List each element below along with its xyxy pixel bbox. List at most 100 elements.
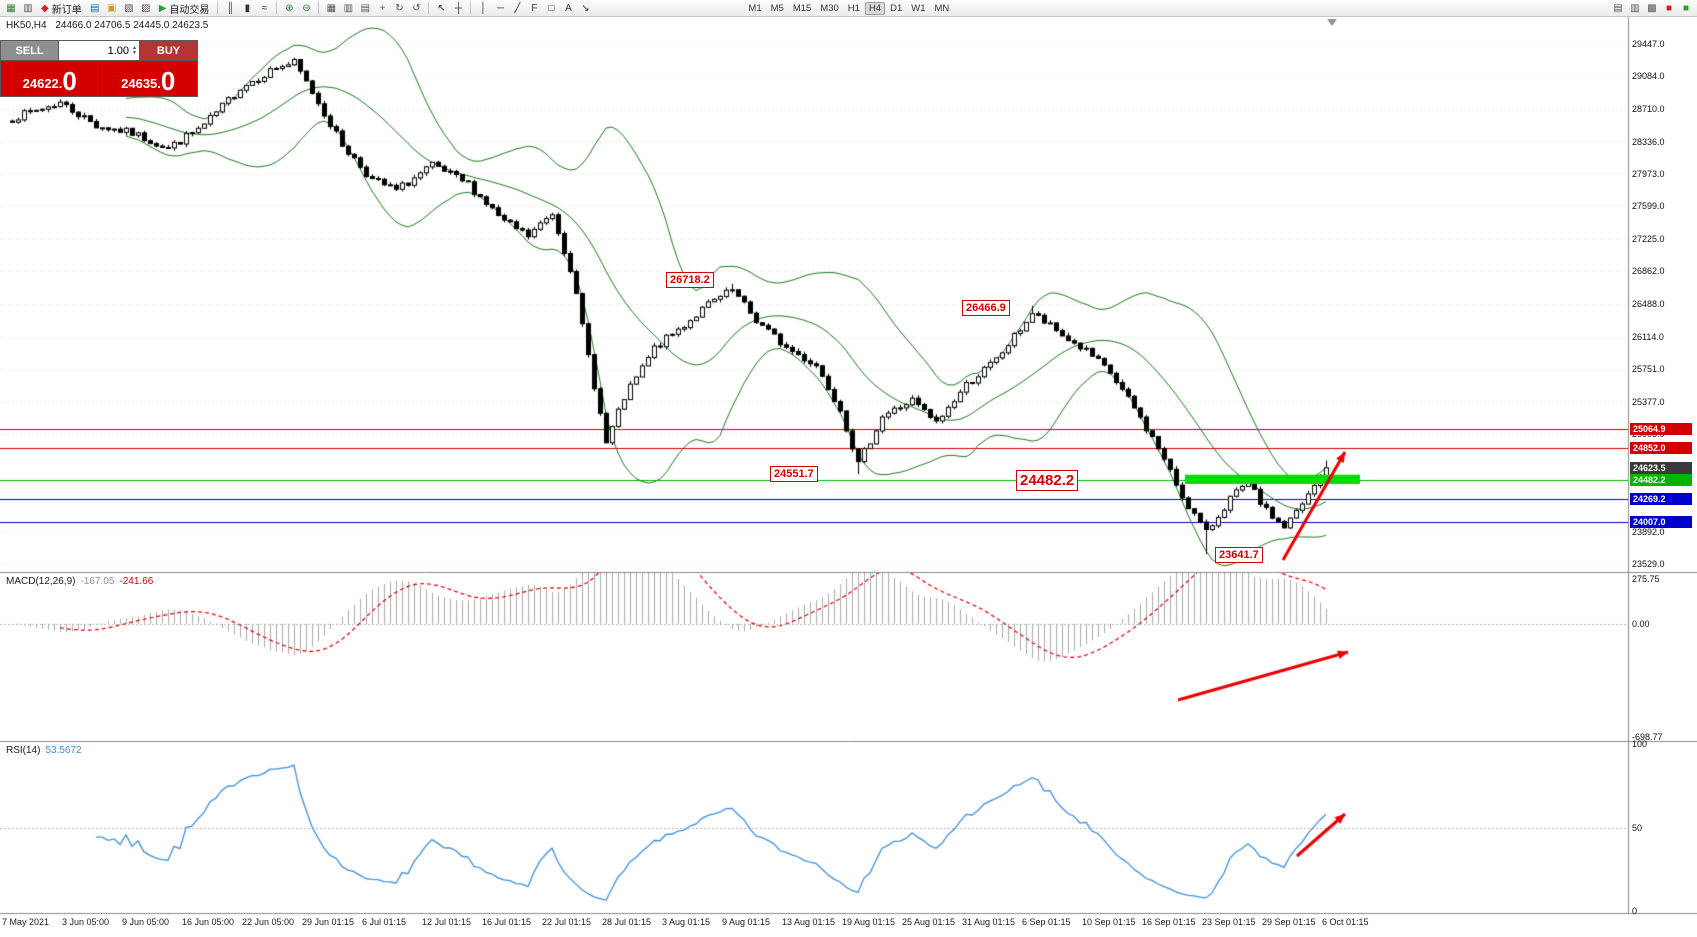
price-axis-label: 29447.0 [1632, 39, 1665, 49]
price-annotation[interactable]: 26466.9 [962, 300, 1010, 316]
volume-spinner[interactable]: ▲ ▼ [132, 44, 137, 56]
timeframe-mn[interactable]: MN [934, 2, 950, 14]
vertical-line-icon[interactable]: │ [480, 2, 487, 14]
chart-window-icon[interactable]: ▤ [1613, 2, 1623, 14]
toolbar: ▦ ▥ ◆ 新订单 ▤ ▣ ▧ ▨ ▶ 自动交易 ║ ▮ ≈ ⊕ ⊖ ▦ ▥ ▤ + ↻ ↺ ↖ ┼ │ ─ ╱ F □ A ↘ M1 M5 M… [0, 0, 1697, 17]
symbol-period-label: HK50,H4 [6, 20, 47, 31]
macd-scale-label: -698.77 [1632, 732, 1663, 742]
bar-chart-icon[interactable]: ║ [226, 2, 234, 14]
price-axis-label: 28336.0 [1632, 136, 1665, 147]
toolbar-separator [470, 2, 472, 14]
price-annotation[interactable]: 26718.2 [666, 272, 714, 288]
time-axis-label: 13 Aug 01:15 [782, 917, 836, 927]
spin-up-icon[interactable]: ▲ [132, 44, 137, 51]
price-axis-label: 25751.0 [1632, 363, 1665, 374]
price-tag: 24482.2 [1630, 474, 1692, 487]
add-indicator-icon[interactable]: + [379, 2, 386, 14]
horizontal-line-icon[interactable]: ─ [496, 2, 504, 14]
history-icon[interactable]: ↺ [412, 2, 421, 14]
new-order-button-icon: ◆ [41, 2, 49, 14]
time-axis-label: 22 Jun 05:00 [242, 917, 295, 927]
line-chart-icon[interactable]: ≈ [261, 2, 268, 14]
text-icon[interactable]: A [565, 2, 572, 14]
price-axis-label: 25377.0 [1632, 396, 1665, 407]
fibonacci-icon[interactable]: F [531, 2, 538, 14]
arrange-windows-icon[interactable]: ▤ [360, 2, 371, 14]
toolbar-separator [318, 2, 320, 14]
time-axis-label: 6 Jul 01:15 [362, 917, 407, 927]
sell-price-small: 24622. [22, 76, 63, 91]
price-axis-label: 27225.0 [1632, 234, 1665, 245]
spin-down-icon[interactable]: ▼ [132, 49, 137, 56]
price-tag: 24007.0 [1630, 515, 1692, 528]
price-annotation[interactable]: 24482.2 [1016, 470, 1079, 491]
time-axis-label: 29 Jun 01:15 [302, 917, 355, 927]
buy-price-small: 24635. [121, 76, 161, 91]
buy-price-big: 0 [160, 66, 176, 96]
chart-title: HK50,H4 24466.0 24706.5 24445.0 24623.5 [6, 20, 208, 31]
macd-signal-value: -241.66 [119, 576, 154, 587]
time-axis-label: 31 Aug 01:15 [962, 917, 1016, 927]
price-axis-label: 29084.0 [1632, 70, 1665, 81]
sell-button[interactable]: SELL [1, 41, 58, 60]
price-axis-label: 23892.0 [1632, 527, 1665, 538]
market-watch-icon[interactable]: ▤ [89, 2, 100, 14]
buy-button[interactable]: BUY [140, 41, 197, 60]
time-axis-label: 12 Jul 01:15 [422, 917, 472, 927]
tile-windows-icon[interactable]: ▦ [326, 2, 337, 14]
chart-grid-icon[interactable]: ▩ [1647, 2, 1657, 14]
timeframe-m1[interactable]: M1 [748, 2, 762, 14]
time-axis-label: 3 Aug 01:15 [662, 917, 711, 927]
arrow-tool-icon[interactable]: ↘ [581, 2, 590, 14]
price-axis-label: 23529.0 [1632, 559, 1665, 569]
timeframe-m30[interactable]: M30 [820, 2, 839, 14]
macd-label: MACD(12,26,9) -167.05 -241.66 [6, 576, 153, 587]
macd-name: MACD(12,26,9) [6, 576, 76, 587]
volume-field[interactable]: 1.00 ▲ ▼ [58, 41, 140, 60]
zoom-out-icon[interactable]: ⊖ [302, 2, 311, 14]
sell-price-panel[interactable]: 24622. 0 [1, 61, 99, 96]
timeframe-h4[interactable]: H4 [864, 1, 886, 15]
trendline-icon[interactable]: ╱ [514, 2, 521, 14]
timeframe-w1[interactable]: W1 [911, 2, 926, 14]
crosshair-icon[interactable]: ┼ [454, 2, 462, 14]
one-click-trading-panel: SELL 1.00 ▲ ▼ BUY 24622. 0 24635. 0 [0, 40, 198, 97]
macd-scale-label: 0.00 [1632, 618, 1650, 629]
data-window-icon[interactable]: ▣ [106, 2, 117, 14]
auto-trading-button[interactable]: ▶ 自动交易 [155, 1, 214, 16]
new-order-button[interactable]: ◆ 新订单 [37, 1, 86, 16]
rsi-scale-label: 0 [1632, 906, 1638, 916]
toolbar-separator [428, 2, 430, 14]
profiles-icon[interactable]: ▥ [23, 2, 33, 14]
navigator-icon[interactable]: ▧ [123, 2, 134, 14]
price-annotation[interactable]: 24551.7 [770, 466, 818, 482]
terminal-icon[interactable]: ▨ [140, 2, 151, 14]
zoom-in-icon[interactable]: ⊕ [285, 2, 294, 14]
candlestick-chart-icon[interactable]: ▮ [244, 2, 251, 14]
buy-price-panel[interactable]: 24635. 0 [98, 61, 197, 96]
cascade-windows-icon[interactable]: ▥ [343, 2, 354, 14]
macd-scale-label: 275.75 [1632, 574, 1660, 584]
chart-list-icon[interactable]: ▥ [1630, 2, 1640, 14]
window-red-icon[interactable]: ■ [1665, 2, 1673, 14]
time-axis-label: 9 Aug 01:15 [722, 917, 771, 927]
refresh-icon[interactable]: ↻ [395, 2, 404, 14]
rsi-value: 53.5672 [45, 745, 82, 756]
window-green-icon[interactable]: ■ [1682, 2, 1690, 14]
cursor-icon[interactable]: ↖ [437, 2, 446, 14]
time-axis-label: 3 Jun 05:00 [62, 917, 110, 927]
ohlc-values: 24466.0 24706.5 24445.0 24623.5 [55, 20, 209, 31]
timeframe-d1[interactable]: D1 [890, 2, 903, 14]
shapes-icon[interactable]: □ [548, 2, 555, 14]
rsi-scale-label: 50 [1632, 822, 1643, 833]
price-axis-label: 26862.0 [1632, 266, 1665, 277]
price-annotation[interactable]: 23641.7 [1215, 547, 1263, 563]
timeframe-h1[interactable]: H1 [847, 2, 860, 14]
time-axis-label: 28 Jul 01:15 [602, 917, 652, 927]
new-chart-icon[interactable]: ▦ [6, 2, 16, 14]
timeframe-m5[interactable]: M5 [770, 2, 784, 14]
time-axis-label: 23 Sep 01:15 [1202, 917, 1256, 927]
timeframe-m15[interactable]: M15 [792, 2, 812, 14]
